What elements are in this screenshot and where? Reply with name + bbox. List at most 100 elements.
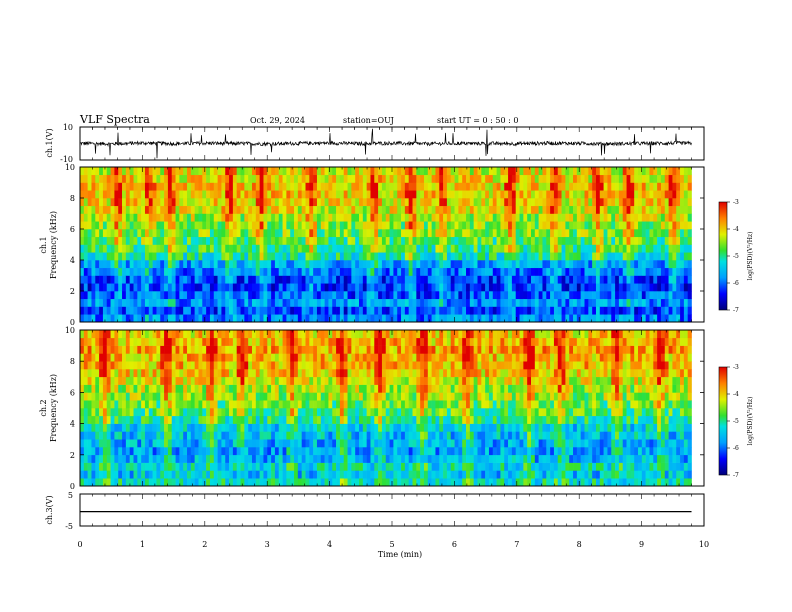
- spectrogram-cell: [550, 190, 555, 199]
- spectrogram-cell: [160, 314, 165, 323]
- spectrogram-cell: [523, 244, 528, 253]
- spectrogram-cell: [267, 337, 272, 346]
- spectrogram-cell: [534, 314, 539, 323]
- spectrogram-cell: [332, 174, 337, 183]
- spectrogram-cell: [511, 260, 517, 269]
- spectrogram-cell: [324, 283, 329, 292]
- spectrogram-cell: [638, 174, 643, 183]
- spectrogram-cell: [255, 454, 260, 463]
- spectrogram-cell: [83, 415, 88, 424]
- spectrogram-cell: [443, 236, 448, 245]
- spectrogram-cell: [217, 392, 222, 401]
- spectrogram-cell: [206, 330, 211, 339]
- spectrogram-cell: [336, 470, 341, 479]
- spectrogram-cell: [271, 345, 276, 354]
- spectrogram-cell: [599, 267, 604, 276]
- spectrogram-cell: [290, 478, 295, 487]
- spectrogram-cell: [164, 236, 169, 245]
- spectrogram-cell: [664, 190, 669, 199]
- spectrogram-cell: [248, 462, 253, 471]
- spectrogram-cell: [664, 260, 669, 269]
- spectrogram-cell: [80, 205, 85, 214]
- spectrogram-cell: [588, 167, 593, 176]
- spectrogram-cell: [595, 174, 601, 183]
- spectrogram-cell: [469, 252, 474, 261]
- spectrogram-cell: [351, 337, 356, 346]
- spectrogram-cell: [359, 376, 364, 385]
- spectrogram-cell: [531, 174, 536, 183]
- spectrogram-cell: [217, 431, 222, 440]
- spectrogram-cell: [290, 167, 295, 176]
- spectrogram-cell: [339, 182, 345, 191]
- spectrogram-cell: [251, 244, 257, 253]
- spectrogram-cell: [515, 260, 520, 269]
- spectrogram-cell: [320, 275, 325, 284]
- spectrogram-cell: [271, 306, 276, 315]
- spectrogram-cell: [274, 252, 280, 261]
- spectrogram-cell: [87, 361, 92, 370]
- spectrogram-cell: [324, 439, 329, 448]
- spectrogram-cell: [274, 236, 280, 245]
- spectrogram-cell: [164, 306, 169, 315]
- spectrogram-cell: [454, 190, 459, 199]
- spectrogram-cell: [607, 306, 612, 315]
- spectrogram-cell: [362, 345, 367, 354]
- spectrogram-cell: [634, 198, 639, 207]
- spectrogram-cell: [106, 267, 111, 276]
- spectrogram-cell: [274, 190, 280, 199]
- spectrogram-cell: [297, 392, 302, 401]
- spectrogram-cell: [416, 182, 421, 191]
- spectrogram-cell: [427, 291, 432, 300]
- spectrogram-cell: [534, 190, 539, 199]
- spectrogram-cell: [435, 167, 440, 176]
- spectrogram-cell: [87, 198, 92, 207]
- spectrogram-cell: [385, 190, 390, 199]
- spectrogram-cell: [393, 439, 398, 448]
- spectrogram-cell: [164, 369, 169, 378]
- spectrogram-cell: [393, 205, 398, 214]
- spectrogram-cell: [416, 213, 421, 222]
- spectrogram-cell: [569, 298, 574, 307]
- spectrogram-cell: [653, 236, 658, 245]
- spectrogram-cell: [102, 431, 108, 440]
- spectrogram-cell: [259, 408, 264, 417]
- spectrogram-cell: [141, 408, 146, 417]
- spectrogram-cell: [446, 229, 452, 238]
- spectrogram-cell: [416, 198, 421, 207]
- spectrogram-cell: [194, 298, 199, 307]
- spectrogram-cell: [565, 275, 570, 284]
- spectrogram-cell: [148, 236, 153, 245]
- spectrogram-cell: [374, 462, 379, 471]
- spectrogram-cell: [95, 205, 100, 214]
- spectrogram-cell: [446, 306, 452, 315]
- spectrogram-cell: [336, 275, 341, 284]
- spectrogram-cell: [401, 314, 406, 323]
- spectrogram-cell: [274, 408, 280, 417]
- spectrogram-cell: [336, 267, 341, 276]
- spectrogram-cell: [167, 205, 173, 214]
- spectrogram-cell: [251, 454, 257, 463]
- spectrogram-cell: [401, 260, 406, 269]
- spectrogram-cell: [668, 275, 673, 284]
- spectrogram-cell: [137, 431, 142, 440]
- spectrogram-cell: [183, 400, 188, 409]
- spectrogram-cell: [355, 361, 360, 370]
- spectrogram-cell: [389, 252, 394, 261]
- spectrogram-cell: [443, 291, 448, 300]
- spectrogram-cell: [263, 221, 268, 230]
- spectrogram-cell: [576, 198, 581, 207]
- spectrogram-cell: [160, 306, 165, 315]
- spectrogram-cell: [336, 190, 341, 199]
- spectrogram-cell: [320, 330, 325, 339]
- freq-tick-label: 0: [70, 318, 75, 327]
- spectrogram-cell: [175, 447, 180, 456]
- spectrogram-cell: [156, 244, 161, 253]
- spectrogram-cell: [141, 298, 146, 307]
- spectrogram-cell: [144, 400, 150, 409]
- spectrogram-cell: [305, 423, 310, 432]
- spectrogram-cell: [588, 260, 593, 269]
- spectrogram-cell: [271, 392, 276, 401]
- spectrogram-cell: [259, 275, 264, 284]
- spectrogram-cell: [217, 236, 222, 245]
- spectrogram-cell: [431, 174, 436, 183]
